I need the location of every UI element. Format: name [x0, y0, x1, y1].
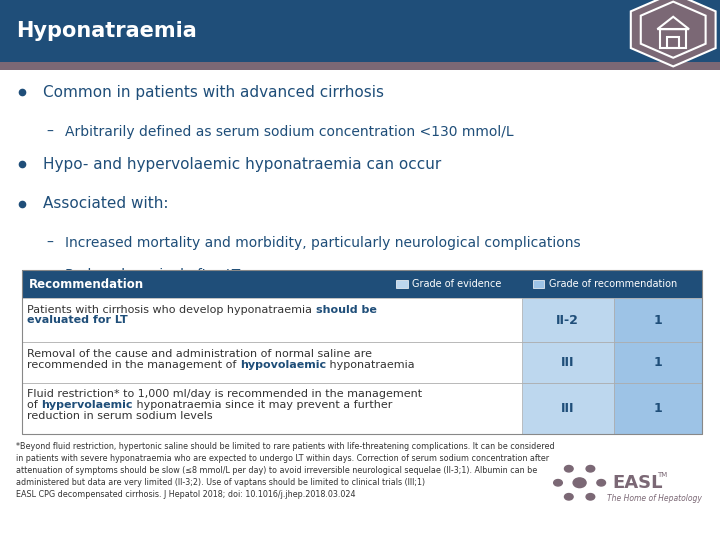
Text: attenuation of symptoms should be slow (≤8 mmol/L per day) to avoid irreversible: attenuation of symptoms should be slow (… [16, 466, 537, 475]
FancyBboxPatch shape [522, 383, 613, 434]
Text: recommended in the management of: recommended in the management of [27, 360, 240, 370]
Text: II-2: II-2 [556, 314, 579, 327]
FancyBboxPatch shape [0, 62, 720, 70]
Text: TM: TM [657, 471, 667, 478]
Circle shape [554, 480, 562, 486]
Text: administered but data are very limited (II-3;2). Use of vaptans should be limite: administered but data are very limited (… [16, 478, 425, 487]
Text: evaluated for LT: evaluated for LT [27, 315, 128, 326]
Text: –: – [47, 125, 54, 139]
FancyBboxPatch shape [522, 342, 613, 383]
Text: Grade of recommendation: Grade of recommendation [549, 279, 677, 289]
Text: 1: 1 [653, 314, 662, 327]
Text: Increased mortality and morbidity, particularly neurological complications: Increased mortality and morbidity, parti… [65, 236, 580, 250]
Text: The Home of Hepatology: The Home of Hepatology [607, 495, 702, 503]
FancyBboxPatch shape [396, 280, 408, 288]
Polygon shape [641, 2, 706, 58]
Polygon shape [631, 0, 716, 66]
FancyBboxPatch shape [22, 342, 702, 383]
Text: of: of [27, 400, 42, 410]
FancyBboxPatch shape [613, 383, 702, 434]
Text: –: – [47, 268, 54, 282]
Text: Reduced survival after LT: Reduced survival after LT [65, 268, 240, 282]
Text: Patients with cirrhosis who develop hyponatraemia: Patients with cirrhosis who develop hypo… [27, 305, 316, 315]
Text: in patients with severe hyponatraemia who are expected to undergo LT within days: in patients with severe hyponatraemia wh… [16, 454, 549, 463]
Text: 1: 1 [653, 356, 662, 369]
FancyBboxPatch shape [22, 298, 702, 342]
Circle shape [564, 465, 573, 472]
Text: Grade of evidence: Grade of evidence [412, 279, 501, 289]
Text: hypovolaemic: hypovolaemic [240, 360, 326, 370]
Text: 1: 1 [653, 402, 662, 415]
Text: III: III [561, 356, 575, 369]
Text: reduction in serum sodium levels: reduction in serum sodium levels [27, 411, 213, 421]
Text: *Beyond fluid restriction, hypertonic saline should be limited to rare patients : *Beyond fluid restriction, hypertonic sa… [16, 442, 554, 451]
Text: hyponatraemia since it may prevent a further: hyponatraemia since it may prevent a fur… [133, 400, 392, 410]
FancyBboxPatch shape [22, 383, 702, 434]
FancyBboxPatch shape [613, 298, 702, 342]
Text: Fluid restriction* to 1,000 ml/day is recommended in the management: Fluid restriction* to 1,000 ml/day is re… [27, 389, 423, 400]
Text: Arbitrarily defined as serum sodium concentration <130 mmol/L: Arbitrarily defined as serum sodium conc… [65, 125, 513, 139]
Text: Common in patients with advanced cirrhosis: Common in patients with advanced cirrhos… [43, 85, 384, 100]
Text: hyponatraemia: hyponatraemia [326, 360, 415, 370]
Text: should be: should be [316, 305, 377, 315]
Text: EASL CPG decompensated cirrhosis. J Hepatol 2018; doi: 10.1016/j.jhep.2018.03.02: EASL CPG decompensated cirrhosis. J Hepa… [16, 490, 356, 499]
FancyBboxPatch shape [22, 270, 702, 298]
Circle shape [586, 465, 595, 472]
Text: –: – [47, 236, 54, 250]
FancyBboxPatch shape [0, 0, 720, 62]
Text: hypervolaemic: hypervolaemic [42, 400, 133, 410]
Text: EASL: EASL [612, 474, 662, 492]
Text: Recommendation: Recommendation [29, 278, 144, 291]
Circle shape [564, 494, 573, 500]
Text: Associated with:: Associated with: [43, 196, 168, 211]
Text: Removal of the cause and administration of normal saline are: Removal of the cause and administration … [27, 349, 372, 359]
FancyBboxPatch shape [522, 298, 613, 342]
Circle shape [597, 480, 606, 486]
Text: III: III [561, 402, 575, 415]
Circle shape [586, 494, 595, 500]
FancyBboxPatch shape [533, 280, 544, 288]
Text: Hyponatraemia: Hyponatraemia [16, 21, 197, 41]
Text: Hypo- and hypervolaemic hyponatraemia can occur: Hypo- and hypervolaemic hyponatraemia ca… [43, 157, 441, 172]
FancyBboxPatch shape [613, 342, 702, 383]
Circle shape [573, 478, 586, 488]
